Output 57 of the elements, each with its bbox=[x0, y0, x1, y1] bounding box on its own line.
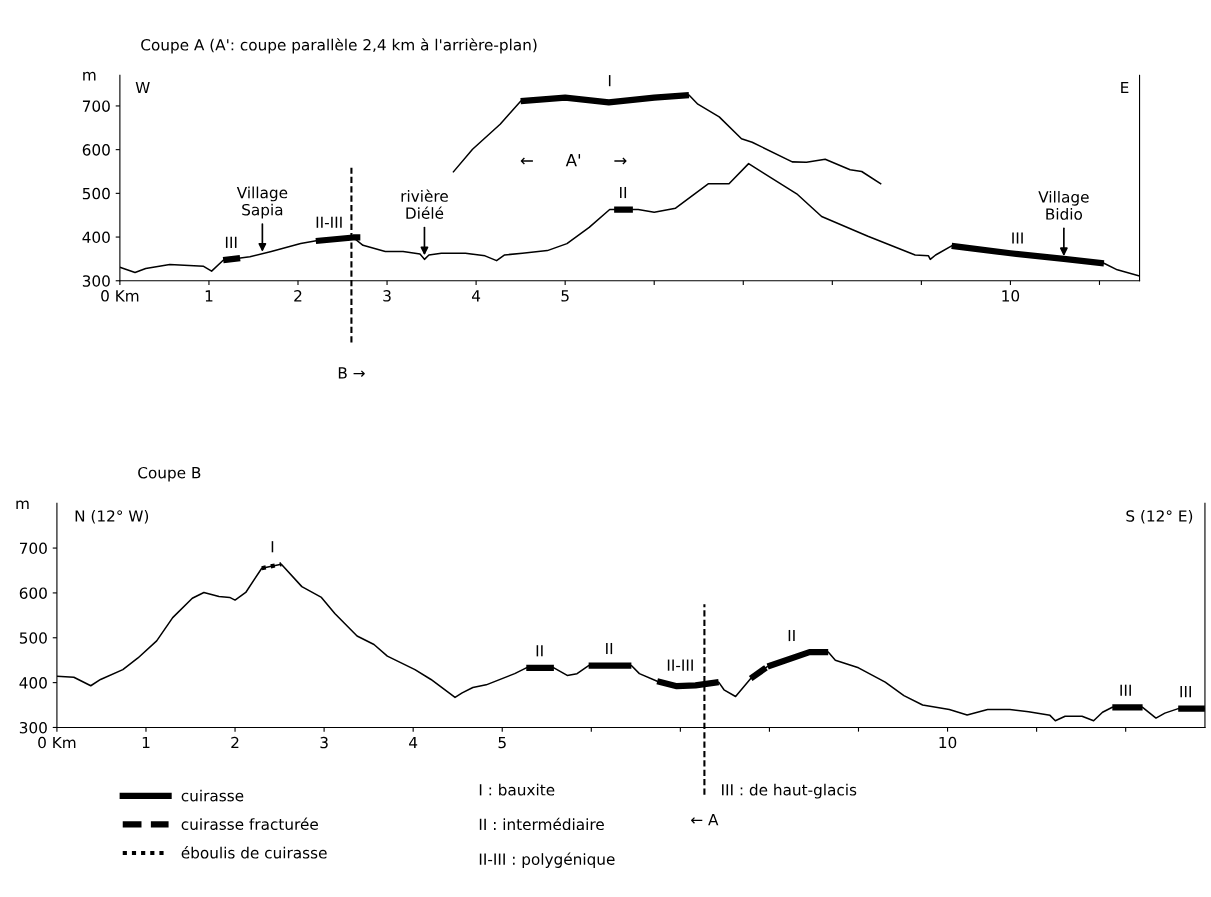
annotation: Village Sapia bbox=[236, 186, 288, 219]
annotation: III bbox=[1012, 232, 1023, 244]
annotation: II bbox=[620, 186, 627, 199]
x-tick-label: 0 Km bbox=[101, 290, 139, 302]
annotation: II-III bbox=[316, 216, 342, 228]
x-tick-label: 3 bbox=[383, 290, 391, 302]
chart-title: Coupe A (A': coupe parallèle 2,4 km à l'arrière-plan) bbox=[141, 38, 537, 54]
x-tick-label: 1 bbox=[205, 290, 213, 302]
y-tick-label: 600 bbox=[19, 587, 47, 599]
x-tick-label: 10 bbox=[939, 736, 957, 749]
x-tick-label: 2 bbox=[231, 736, 239, 749]
annotation: III bbox=[1120, 684, 1131, 696]
x-tick-label: 5 bbox=[561, 290, 569, 302]
text: II : intermédiaire bbox=[479, 817, 604, 831]
annotation: II-III bbox=[667, 659, 693, 671]
y-tick-label: 700 bbox=[82, 100, 110, 112]
y-tick-label: 500 bbox=[82, 187, 110, 200]
x-tick-label: 4 bbox=[471, 290, 481, 302]
text: III : de haut-glacis bbox=[722, 783, 857, 799]
annotation: ← A' → bbox=[520, 154, 627, 167]
x-tick-label: 4 bbox=[409, 736, 418, 749]
ref-line-label: ← A bbox=[691, 814, 719, 826]
x-tick-label: 0 Km bbox=[38, 736, 76, 749]
annotation: I bbox=[271, 541, 274, 553]
annotation: I bbox=[608, 75, 611, 87]
y-tick-label: 400 bbox=[19, 677, 47, 689]
legend-label: cuirasse bbox=[181, 789, 244, 802]
annotation: W bbox=[135, 81, 150, 94]
y-tick-label: 400 bbox=[82, 231, 110, 244]
annotation: rivière Diélé bbox=[401, 189, 448, 219]
legend-label: éboulis de cuirasse bbox=[181, 846, 327, 859]
y-tick-label: 600 bbox=[82, 144, 110, 156]
y-axis-title: m bbox=[16, 500, 29, 510]
y-axis-title: m bbox=[83, 71, 96, 81]
annotation: E bbox=[1121, 81, 1129, 94]
ref-line-label: B → bbox=[338, 367, 365, 379]
annotation: N (12° W) bbox=[75, 509, 149, 524]
x-tick-label: 2 bbox=[294, 290, 302, 302]
annotation: II bbox=[606, 642, 613, 655]
y-tick-label: 300 bbox=[82, 275, 110, 287]
text: I : bauxite bbox=[479, 783, 555, 796]
x-tick-label: 5 bbox=[498, 736, 506, 749]
y-tick-label: 300 bbox=[19, 721, 47, 734]
annotation: III bbox=[225, 236, 237, 248]
legend-label: cuirasse fracturée bbox=[181, 817, 318, 831]
annotation: II bbox=[788, 629, 795, 642]
chart-title: Coupe B bbox=[138, 466, 201, 482]
y-tick-label: 700 bbox=[19, 542, 47, 555]
x-tick-label: 3 bbox=[320, 736, 328, 749]
annotation: Village Bidio bbox=[1038, 190, 1089, 220]
annotation: S (12° E) bbox=[1126, 509, 1193, 524]
y-tick-label: 500 bbox=[19, 632, 47, 644]
text: II-III : polygénique bbox=[479, 852, 615, 868]
x-tick-label: 10 bbox=[1002, 290, 1020, 302]
annotation: III bbox=[1180, 686, 1191, 698]
x-tick-label: 1 bbox=[142, 736, 150, 749]
annotation: II bbox=[536, 645, 543, 657]
